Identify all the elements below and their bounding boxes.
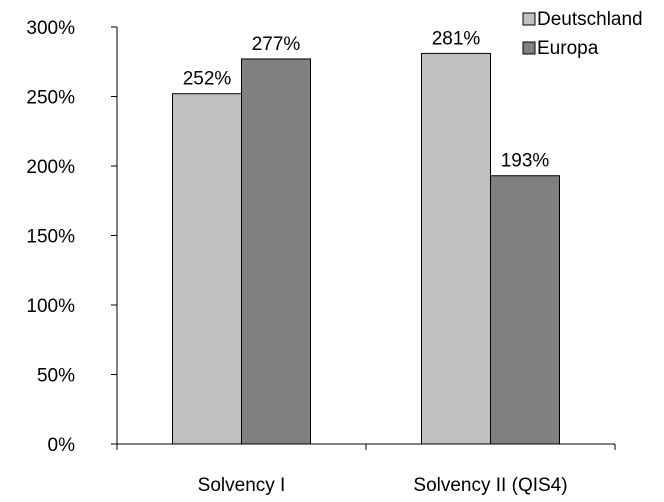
legend: Deutschland Europa (522, 9, 643, 59)
bar-europa-0 (241, 58, 311, 445)
y-tick-label: 300% (26, 18, 75, 39)
legend-label: Deutschland (537, 9, 643, 30)
bar-deutschland-1 (421, 52, 491, 445)
y-tick-label: 200% (26, 157, 75, 178)
bars (172, 52, 560, 445)
y-tick-label: 150% (26, 227, 75, 248)
category-label: Solvency I (198, 475, 286, 496)
y-axis: 0% 50% 100% 150% 200% 250% 300% (26, 18, 118, 456)
x-axis: Solvency I Solvency II (QIS4) (116, 443, 616, 496)
bar-deutschland-0 (172, 93, 242, 445)
y-tick-label: 250% (26, 88, 75, 109)
bar-europa-1 (490, 175, 560, 445)
y-tick-label: 0% (48, 435, 76, 456)
data-label: 252% (183, 69, 232, 90)
data-label: 277% (252, 34, 301, 55)
category-label: Solvency II (QIS4) (413, 475, 567, 496)
data-label: 193% (501, 151, 550, 172)
legend-swatch-deutschland (522, 12, 536, 26)
data-labels: 252% 277% 281% 193% (183, 28, 550, 171)
data-label: 281% (432, 28, 481, 49)
legend-label: Europa (537, 38, 599, 59)
y-tick-label: 100% (26, 296, 75, 317)
y-tick-label: 50% (37, 366, 75, 387)
legend-swatch-europa (522, 41, 536, 55)
